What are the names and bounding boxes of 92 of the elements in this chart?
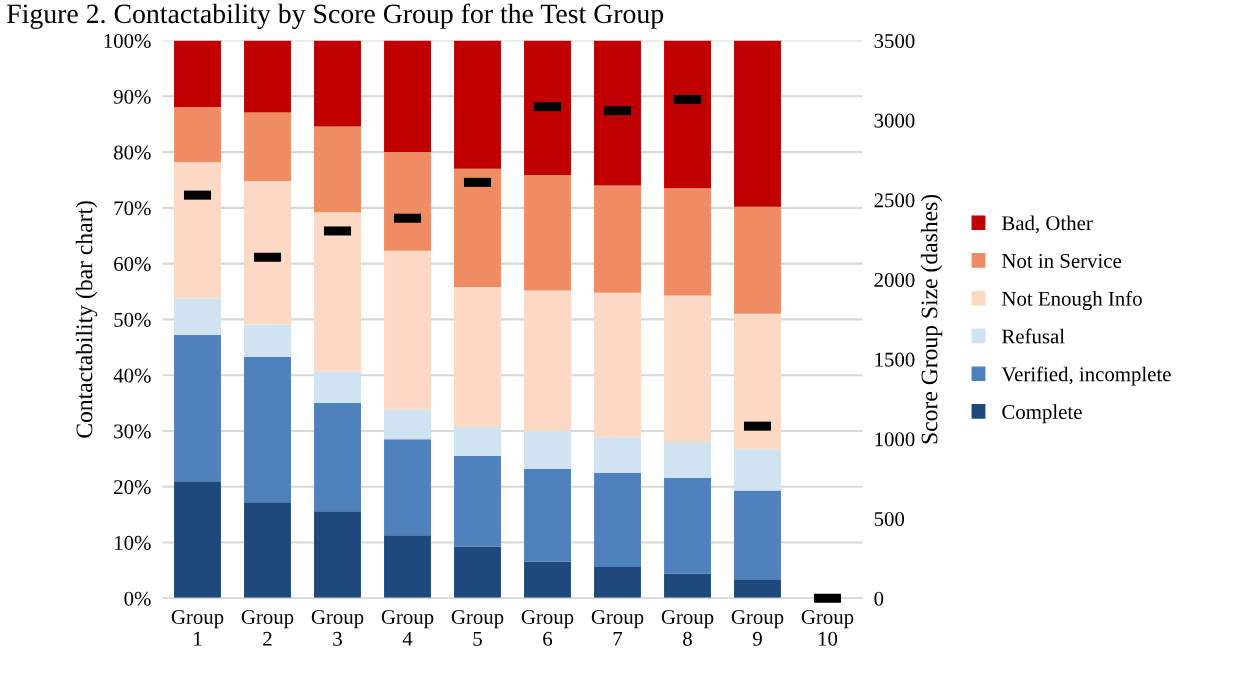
bar — [174, 106, 221, 163]
bar — [174, 162, 221, 299]
legend-label: Complete — [1002, 404, 1082, 424]
legend-label: Refusal — [1002, 328, 1065, 344]
bar — [174, 40, 221, 107]
bar — [524, 561, 571, 599]
bar — [454, 287, 501, 428]
bar — [384, 152, 431, 251]
y2-tick-label: 2000 — [874, 272, 915, 288]
y-tick-label: 0% — [124, 591, 151, 606]
bar — [594, 437, 641, 473]
x-tick-label: Group 1 — [171, 610, 224, 646]
bar — [524, 174, 571, 291]
y2-tick-label: 500 — [874, 511, 905, 527]
bar — [664, 40, 711, 189]
bar — [314, 511, 361, 599]
y2-axis-title: Score Group Size (dashes) — [920, 194, 943, 444]
bar — [734, 40, 781, 207]
y-tick-label: 90% — [113, 89, 151, 104]
bar — [664, 573, 711, 599]
y2-tick-label: 0 — [874, 591, 884, 606]
bar — [314, 212, 361, 372]
bar — [734, 313, 781, 450]
x-tick-label: Group 7 — [591, 610, 644, 646]
bar — [244, 356, 291, 503]
y-tick-label: 30% — [114, 424, 151, 439]
x-tick-label: Group 6 — [521, 610, 574, 646]
x-tick-label: Group 10 — [801, 610, 854, 646]
bar — [454, 40, 501, 169]
bar — [454, 168, 501, 288]
bar — [524, 290, 571, 431]
y2-tick-label: 3000 — [874, 113, 915, 128]
y-tick-label: 40% — [113, 368, 151, 383]
bar — [174, 481, 221, 599]
bar — [314, 126, 361, 213]
legend-label: Not Enough Info — [1002, 290, 1142, 311]
bar — [244, 40, 291, 113]
bar — [454, 546, 501, 599]
bar — [454, 456, 501, 547]
bar — [244, 324, 291, 357]
y-tick-label: 10% — [115, 535, 151, 550]
x-tick-label: Group 5 — [451, 610, 504, 646]
bar — [664, 295, 711, 443]
bar — [384, 40, 431, 153]
bar — [734, 490, 781, 580]
x-tick-label: Group 3 — [311, 610, 364, 646]
bar — [524, 40, 571, 175]
bar — [594, 567, 641, 599]
bar — [384, 535, 431, 599]
bar — [314, 40, 361, 127]
y-tick-label: 20% — [114, 480, 151, 495]
bar — [594, 292, 641, 438]
y2-tick-label: 1500 — [875, 352, 915, 367]
bar — [244, 502, 291, 599]
y2-tick-label: 3500 — [874, 33, 915, 48]
bar — [594, 185, 641, 293]
bar — [384, 439, 431, 536]
y-tick-label: 80% — [114, 145, 151, 160]
bar — [174, 298, 221, 336]
bar — [664, 188, 711, 296]
y-axis-title: Contactability (bar chart) — [75, 201, 98, 438]
legend-label: Not in Service — [1002, 253, 1122, 268]
bar — [594, 472, 641, 568]
bar — [244, 112, 291, 182]
bar — [384, 409, 431, 440]
bar — [244, 181, 291, 325]
x-tick-label: Group 8 — [661, 610, 714, 646]
bar — [734, 449, 781, 491]
chart-title: Figure 2. Contactability by Score Group for the Test Group — [7, 3, 664, 29]
y-tick-label: 100% — [104, 33, 151, 49]
y2-tick-label: 2500 — [874, 193, 915, 208]
legend-label: Bad, Other — [1002, 215, 1093, 234]
bar — [524, 468, 571, 562]
legend-label: Verified, incomplete — [1001, 366, 1171, 386]
bar — [664, 442, 711, 478]
x-tick-label: Group 4 — [381, 610, 434, 646]
y-tick-label: 60% — [114, 257, 151, 272]
y-tick-label: 50% — [114, 312, 151, 327]
bar — [454, 427, 501, 457]
bar — [594, 40, 641, 186]
bar — [314, 371, 361, 404]
bar — [314, 403, 361, 512]
y-tick-label: 70% — [114, 201, 151, 216]
x-tick-label: Group 2 — [241, 610, 294, 646]
bar — [734, 579, 781, 599]
bar — [734, 206, 781, 314]
bar — [664, 477, 711, 574]
bar — [524, 430, 571, 469]
x-tick-label: Group 9 — [731, 610, 784, 646]
bar — [384, 250, 431, 410]
y2-tick-label: 1000 — [875, 432, 915, 447]
bar — [174, 335, 221, 482]
